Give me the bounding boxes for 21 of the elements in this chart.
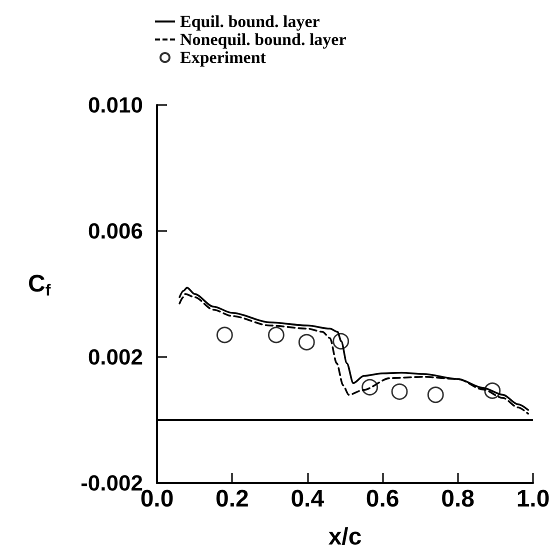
point <box>427 386 444 404</box>
x-tick-label: 0.4 <box>290 486 325 512</box>
point <box>391 383 408 400</box>
y-tick-label: -0.002 <box>80 470 143 496</box>
y-tick-label: 0.010 <box>88 92 143 118</box>
x-tick-label: 0.8 <box>441 486 474 512</box>
x-axis-title: x/c <box>328 524 362 550</box>
legend-label: Experiment <box>180 48 266 67</box>
x-tick-label: 0.2 <box>216 486 249 512</box>
point <box>298 334 315 350</box>
point <box>332 333 350 350</box>
point <box>216 326 233 344</box>
point <box>268 326 284 344</box>
y-tick-label: 0.006 <box>88 218 143 244</box>
y-tick-label: 0.002 <box>88 344 143 370</box>
point <box>362 378 378 396</box>
x-tick-label: 0.6 <box>366 486 400 512</box>
legend-label: Nonequil. bound. layer <box>180 30 347 49</box>
legend-label: Equil. bound. layer <box>180 12 320 31</box>
x-tick-label: 1.0 <box>516 486 550 512</box>
point <box>484 382 501 399</box>
